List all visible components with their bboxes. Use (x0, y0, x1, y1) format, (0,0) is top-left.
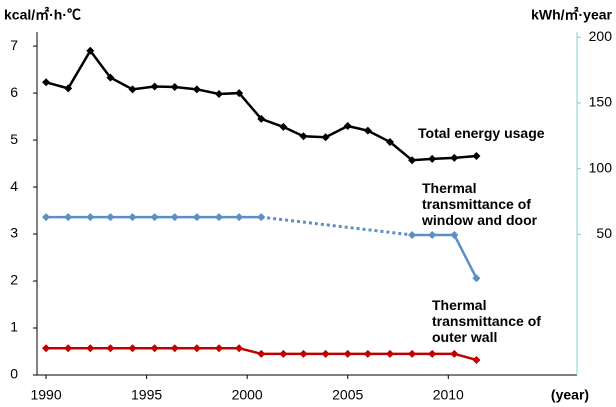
y2-tick-label: 150 (589, 94, 613, 110)
data-point (170, 344, 179, 353)
data-point (192, 213, 201, 222)
data-point (128, 213, 137, 222)
data-point (150, 344, 159, 353)
series-label: Thermal transmittance of window and door (422, 180, 538, 228)
data-point (299, 349, 308, 358)
y-tick-label: 3 (10, 225, 18, 241)
data-point (299, 132, 308, 141)
data-point (215, 213, 224, 222)
data-point (235, 213, 244, 222)
data-point (170, 82, 179, 91)
data-point (472, 152, 481, 161)
data-point (428, 349, 437, 358)
x-tick-label: 2010 (433, 387, 464, 403)
data-point (150, 213, 159, 222)
series-line (45, 48, 477, 162)
data-point (86, 344, 95, 353)
y-axis-label: kcal/㎡·h·℃ (4, 7, 81, 23)
data-point (150, 82, 159, 91)
data-point (363, 126, 372, 135)
data-point (257, 114, 266, 123)
data-point (106, 213, 115, 222)
data-point (106, 73, 115, 82)
data-point (257, 213, 266, 222)
data-point (472, 355, 481, 364)
data-point (106, 344, 115, 353)
data-point (472, 274, 481, 283)
data-point (215, 344, 224, 353)
y-tick-label: 2 (10, 272, 18, 288)
data-point (215, 90, 224, 99)
x-tick-label: 2005 (332, 387, 363, 403)
data-point (257, 349, 266, 358)
data-point (450, 153, 459, 162)
data-point (235, 344, 244, 353)
data-point (42, 78, 51, 87)
data-point (385, 137, 394, 146)
data-point (86, 213, 95, 222)
y2-tick-label: 200 (589, 28, 613, 44)
data-point (385, 349, 394, 358)
x-tick-label: 1995 (131, 387, 162, 403)
x-tick-label: 1990 (30, 387, 61, 403)
data-point (428, 154, 437, 163)
data-point (42, 344, 51, 353)
y2-tick-label: 50 (596, 225, 612, 241)
data-point (450, 349, 459, 358)
data-point (64, 84, 73, 93)
series-line (46, 215, 478, 279)
data-point (343, 349, 352, 358)
data-point (128, 344, 137, 353)
data-point (321, 349, 330, 358)
gap-connector (261, 215, 413, 237)
data-point (279, 349, 288, 358)
data-point (408, 230, 417, 239)
data-point (321, 133, 330, 142)
y-tick-label: 0 (10, 366, 18, 382)
data-point (192, 344, 201, 353)
data-point (64, 213, 73, 222)
data-point (42, 213, 51, 222)
y2-axis-label: kWh/㎡·year (531, 7, 612, 23)
data-point (343, 121, 352, 130)
x-axis-label: (year) (551, 387, 589, 403)
y2-tick-label: 100 (589, 159, 613, 175)
data-point (408, 156, 417, 165)
series-label: Total energy usage (418, 125, 545, 141)
data-point (192, 85, 201, 94)
data-point (170, 213, 179, 222)
y-tick-label: 7 (10, 37, 18, 53)
y-tick-label: 1 (10, 319, 18, 335)
x-tick-label: 2000 (232, 387, 263, 403)
y-tick-label: 6 (10, 84, 18, 100)
data-point (235, 89, 244, 98)
data-point (128, 85, 137, 94)
data-point (86, 46, 95, 55)
data-point (450, 230, 459, 239)
data-point (64, 344, 73, 353)
y-tick-label: 5 (10, 131, 18, 147)
data-point (408, 349, 417, 358)
data-point (428, 230, 437, 239)
series-label: Thermal transmittance of outer wall (432, 297, 541, 345)
data-point (279, 122, 288, 131)
data-point (363, 349, 372, 358)
y-tick-label: 4 (10, 178, 18, 194)
